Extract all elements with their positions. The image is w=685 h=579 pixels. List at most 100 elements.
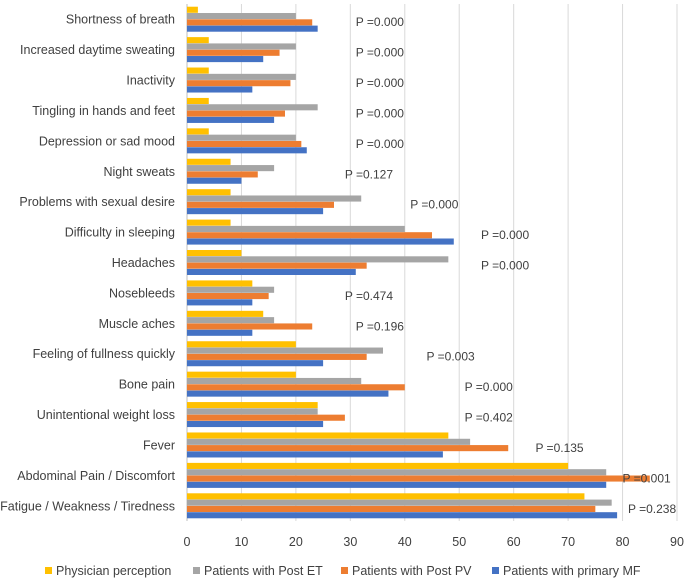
bar-3-row-12 bbox=[187, 353, 367, 360]
bar-1-row-4 bbox=[187, 97, 209, 105]
bar-4-row-2 bbox=[187, 56, 264, 63]
bar-2-row-3 bbox=[187, 73, 296, 80]
bar-1-row-17 bbox=[187, 493, 585, 500]
legend-entry: Patients with Post ET bbox=[204, 564, 323, 578]
bar-3-row-11 bbox=[187, 323, 313, 330]
category-label: Headaches bbox=[112, 256, 175, 270]
x-tick-label: 0 bbox=[184, 535, 191, 549]
p-value-label: P =0.000 bbox=[356, 106, 404, 120]
bar-2-row-5 bbox=[187, 134, 296, 141]
bar-1-row-16 bbox=[187, 462, 569, 469]
bar-4-row-17 bbox=[187, 512, 618, 519]
category-label: Feeling of fullness quickly bbox=[33, 347, 176, 361]
bar-4-row-5 bbox=[187, 147, 307, 154]
category-label: Muscle aches bbox=[99, 317, 175, 331]
bar-3-row-15 bbox=[187, 445, 509, 452]
p-value-label: P =0.000 bbox=[356, 46, 404, 60]
p-value-label: P =0.000 bbox=[356, 76, 404, 90]
bar-2-row-7 bbox=[187, 195, 362, 202]
bar-3-row-9 bbox=[187, 262, 367, 269]
bar-3-row-6 bbox=[187, 171, 258, 178]
p-value-label: P =0.000 bbox=[465, 380, 513, 394]
p-value-label: P =0.000 bbox=[410, 198, 458, 212]
bar-2-row-13 bbox=[187, 377, 362, 385]
bar-2-row-6 bbox=[187, 165, 275, 172]
legend-swatch bbox=[341, 567, 348, 574]
category-label: Problems with sexual desire bbox=[19, 195, 175, 209]
bar-3-row-7 bbox=[187, 201, 334, 208]
category-label: Fatigue / Weakness / Tiredness bbox=[0, 499, 175, 513]
bar-2-row-11 bbox=[187, 317, 275, 324]
p-value-labels: P =0.000 P =0.000 P =0.000 P =0.000 P =0.000… bbox=[345, 15, 677, 516]
bar-3-row-13 bbox=[187, 384, 405, 391]
bar-4-row-11 bbox=[187, 329, 253, 336]
bar-2-row-2 bbox=[187, 43, 296, 50]
category-label: Shortness of breath bbox=[66, 13, 175, 27]
bar-2-row-12 bbox=[187, 347, 383, 354]
bar-1-row-13 bbox=[187, 371, 296, 378]
bar-4-row-3 bbox=[187, 86, 253, 93]
p-value-label: P =0.000 bbox=[356, 15, 404, 29]
bar-3-row-8 bbox=[187, 232, 432, 239]
x-tick-label: 50 bbox=[452, 535, 466, 549]
legend-entry: Patients with Post PV bbox=[352, 564, 472, 578]
x-tick-label: 80 bbox=[616, 535, 630, 549]
legend-entry: Physician perception bbox=[56, 564, 171, 578]
bar-1-row-6 bbox=[187, 158, 231, 165]
p-value-label: P =0.474 bbox=[345, 289, 393, 303]
bar-4-row-16 bbox=[187, 481, 607, 488]
legend: Physician perception Patients with Post E… bbox=[45, 564, 641, 578]
bar-2-row-16 bbox=[187, 469, 607, 476]
p-value-label: P =0.135 bbox=[535, 441, 583, 455]
bar-3-row-1 bbox=[187, 19, 313, 26]
bar-1-row-12 bbox=[187, 341, 296, 348]
bar-3-row-16 bbox=[187, 475, 650, 482]
x-axis-tick-labels: 0 10 20 30 40 50 60 70 80 90 bbox=[184, 535, 684, 549]
bar-3-row-2 bbox=[187, 49, 280, 56]
category-label: Depression or sad mood bbox=[39, 134, 175, 148]
x-tick-label: 40 bbox=[398, 535, 412, 549]
x-tick-label: 10 bbox=[234, 535, 248, 549]
bar-2-row-10 bbox=[187, 286, 275, 293]
bars bbox=[187, 6, 650, 519]
bar-1-row-14 bbox=[187, 402, 318, 409]
legend-swatch bbox=[193, 567, 200, 574]
bar-1-row-7 bbox=[187, 189, 231, 196]
bar-2-row-17 bbox=[187, 499, 612, 506]
category-label: Nosebleeds bbox=[109, 286, 175, 300]
bar-2-row-15 bbox=[187, 438, 471, 445]
bar-4-row-14 bbox=[187, 420, 324, 428]
bar-2-row-1 bbox=[187, 13, 296, 20]
legend-swatch bbox=[492, 567, 499, 574]
bar-4-row-12 bbox=[187, 360, 324, 367]
bar-1-row-10 bbox=[187, 280, 253, 287]
x-tick-label: 30 bbox=[343, 535, 357, 549]
legend-entry: Patients with primary MF bbox=[503, 564, 641, 578]
bar-2-row-4 bbox=[187, 104, 318, 111]
x-tick-label: 70 bbox=[561, 535, 575, 549]
p-value-label: P =0.127 bbox=[345, 167, 393, 181]
p-value-label: P =0.003 bbox=[427, 350, 475, 364]
bar-4-row-15 bbox=[187, 451, 443, 458]
category-label: Unintentional weight loss bbox=[37, 408, 175, 422]
bar-4-row-1 bbox=[187, 25, 318, 32]
category-label: Bone pain bbox=[119, 378, 175, 392]
bar-1-row-15 bbox=[187, 432, 449, 439]
bar-1-row-1 bbox=[187, 6, 198, 13]
p-value-label: P =0.000 bbox=[356, 137, 404, 151]
bar-4-row-13 bbox=[187, 390, 389, 397]
p-value-label: P =0.000 bbox=[481, 228, 529, 242]
legend-swatch bbox=[45, 567, 52, 574]
category-label: Inactivity bbox=[126, 74, 175, 88]
bar-2-row-9 bbox=[187, 256, 449, 263]
bar-3-row-4 bbox=[187, 110, 285, 117]
bar-1-row-9 bbox=[187, 250, 242, 257]
category-label: Fever bbox=[143, 438, 175, 452]
bar-4-row-8 bbox=[187, 238, 454, 245]
bar-1-row-5 bbox=[187, 128, 209, 135]
bar-4-row-9 bbox=[187, 268, 356, 275]
p-value-label: P =0.196 bbox=[356, 319, 404, 333]
bar-4-row-6 bbox=[187, 177, 242, 184]
